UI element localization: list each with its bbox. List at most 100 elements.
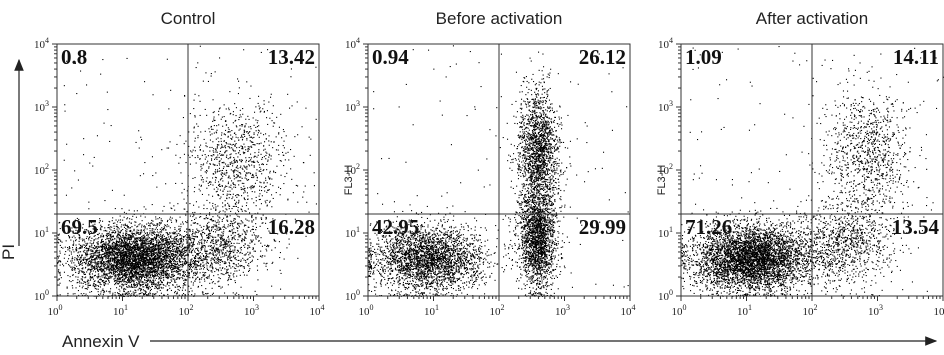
data-point — [175, 286, 177, 288]
data-point — [149, 281, 151, 283]
data-point — [85, 283, 87, 285]
data-point — [162, 284, 164, 286]
data-point — [160, 286, 162, 288]
data-point — [151, 250, 153, 252]
data-point — [174, 233, 176, 235]
data-point — [128, 278, 130, 280]
data-point — [106, 265, 108, 267]
data-point — [209, 266, 211, 268]
data-point — [96, 276, 98, 278]
data-point — [182, 261, 184, 263]
data-point — [101, 281, 103, 283]
data-point — [229, 253, 231, 255]
data-point — [108, 255, 110, 257]
data-point — [112, 222, 114, 224]
data-point — [74, 267, 76, 269]
data-point — [142, 264, 144, 266]
data-point — [137, 273, 139, 275]
data-point — [176, 277, 178, 279]
data-point — [129, 248, 131, 250]
data-point — [58, 272, 60, 274]
data-point — [129, 271, 131, 273]
data-point — [191, 233, 193, 235]
data-point — [146, 259, 148, 261]
data-point — [131, 248, 133, 250]
data-point — [147, 247, 149, 249]
data-point — [159, 284, 161, 286]
data-point — [86, 252, 88, 254]
data-point — [105, 283, 107, 285]
data-point — [120, 259, 122, 261]
data-point — [148, 269, 150, 271]
data-point — [265, 248, 267, 250]
data-point — [176, 284, 178, 286]
data-point — [141, 268, 143, 270]
data-point — [104, 277, 106, 279]
data-point — [129, 242, 131, 244]
data-point — [124, 255, 126, 257]
data-point — [177, 267, 179, 269]
data-point — [140, 239, 142, 241]
data-point — [81, 245, 83, 247]
data-point — [164, 254, 166, 256]
data-point — [102, 261, 104, 263]
data-point — [118, 250, 120, 252]
data-point — [90, 249, 92, 251]
data-point — [150, 281, 152, 283]
data-point — [102, 250, 104, 252]
data-point — [93, 254, 95, 256]
data-point — [227, 241, 229, 243]
data-point — [113, 278, 115, 280]
data-point — [189, 263, 191, 265]
data-point — [185, 250, 187, 252]
data-point — [144, 271, 146, 273]
data-point — [133, 294, 135, 296]
data-point — [204, 251, 206, 253]
data-point — [123, 263, 125, 265]
data-point — [160, 254, 162, 256]
data-point — [135, 248, 137, 250]
data-point — [142, 242, 144, 244]
data-point — [167, 277, 169, 279]
data-point — [133, 283, 135, 285]
data-point — [87, 248, 89, 250]
data-point — [115, 281, 117, 283]
data-point — [158, 241, 160, 243]
data-point — [200, 216, 202, 218]
data-point — [135, 251, 137, 253]
data-point — [163, 249, 165, 251]
data-point — [123, 269, 125, 271]
data-point — [158, 240, 160, 242]
data-point — [171, 273, 173, 275]
data-point — [138, 260, 140, 262]
data-point — [178, 247, 180, 249]
data-point — [214, 220, 216, 222]
data-point — [98, 255, 100, 257]
data-point — [120, 258, 122, 260]
data-point — [61, 241, 63, 243]
data-point — [129, 234, 131, 236]
data-point — [161, 272, 163, 274]
data-point — [151, 266, 153, 268]
data-point — [153, 259, 155, 261]
data-point — [116, 252, 118, 254]
data-point — [151, 285, 153, 287]
data-point — [131, 283, 133, 285]
data-point — [152, 293, 154, 295]
data-point — [184, 251, 186, 253]
data-point — [144, 240, 146, 242]
data-point — [80, 258, 82, 260]
data-point — [167, 233, 169, 235]
data-point — [147, 283, 149, 285]
data-point — [230, 251, 232, 253]
data-point — [101, 239, 103, 241]
data-point — [87, 287, 89, 289]
data-point — [161, 287, 163, 289]
data-point — [95, 238, 97, 240]
data-point — [156, 271, 158, 273]
data-point — [151, 261, 153, 263]
data-point — [116, 254, 118, 256]
data-point — [110, 229, 112, 231]
data-point — [143, 275, 145, 277]
